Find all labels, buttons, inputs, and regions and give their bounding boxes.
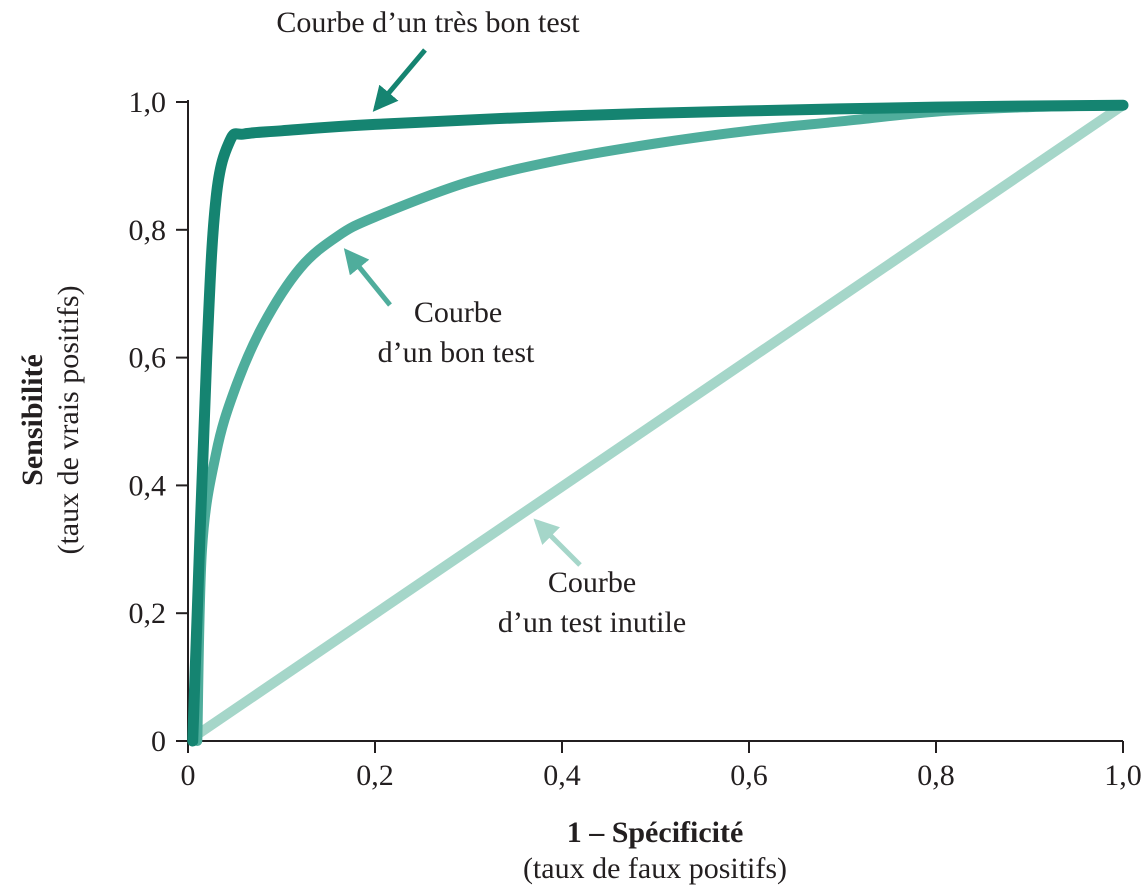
- y-tick-label: 1,0: [129, 86, 167, 119]
- series-line-good: [192, 100, 1128, 746]
- annotation-arrow-very-good: [372, 48, 427, 112]
- y-tick-label: 0,4: [129, 469, 167, 502]
- x-tick-label: 0,2: [356, 759, 394, 792]
- y-tick-label: 0: [151, 725, 166, 758]
- axes: 0 0,2 0,4 0,6 0,8 1,0 0 0,2 0,4 0,6 0,8 1,0: [129, 86, 1142, 792]
- annotation-arrow-useless: [533, 518, 582, 567]
- x-axis-title: 1 – Spécificité: [567, 816, 744, 849]
- annotation-label-useless: d’un test inutile: [498, 606, 686, 639]
- x-tick-label: 1,0: [1104, 759, 1142, 792]
- x-tick-label: 0,8: [917, 759, 955, 792]
- y-tick-label: 0,2: [129, 597, 167, 630]
- x-axis-subtitle: (taux de faux positifs): [523, 852, 787, 885]
- x-tick-label: 0: [181, 759, 196, 792]
- annotation-label-useless: Courbe: [548, 566, 636, 599]
- series-line-very-good: [187, 99, 1129, 747]
- y-axis-subtitle: (taux de vrais positifs): [52, 285, 85, 554]
- series-line-useless: [192, 100, 1128, 740]
- series-group: [187, 99, 1129, 747]
- annotation-label-very-good: Courbe d’un très bon test: [276, 6, 580, 39]
- x-tick-label: 0,4: [543, 759, 581, 792]
- annotation-label-good: d’un bon test: [378, 336, 535, 369]
- y-tick-label: 0,6: [129, 342, 167, 375]
- x-tick-label: 0,6: [730, 759, 768, 792]
- annotation-label-good: Courbe: [414, 296, 502, 329]
- y-tick-label: 0,8: [129, 214, 167, 247]
- y-axis-title: Sensibilité: [16, 354, 49, 486]
- annotations: Courbe d’un très bon test Courbe d’un bon …: [276, 6, 686, 639]
- annotation-arrow-good: [343, 248, 392, 307]
